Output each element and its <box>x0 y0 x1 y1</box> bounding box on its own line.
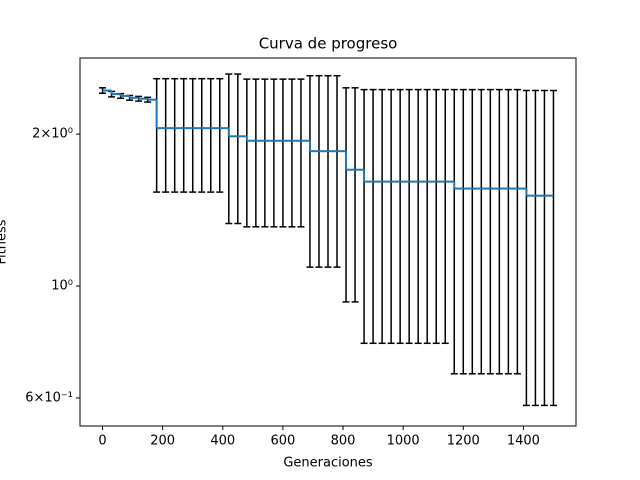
x-tick-label: 200 <box>150 434 175 449</box>
x-tick-label: 1400 <box>507 434 540 449</box>
x-axis-label: Generaciones <box>283 456 373 471</box>
y-tick-label: 6×10⁻¹ <box>25 390 73 405</box>
x-tick-label: 800 <box>331 434 356 449</box>
plot-frame <box>79 57 577 427</box>
y-tick-label: 10⁰ <box>51 279 73 294</box>
x-tick-label: 1200 <box>447 434 480 449</box>
x-tick-label: 400 <box>210 434 235 449</box>
chart-title: Curva de progreso <box>259 35 398 53</box>
y-tick-label: 2×10⁰ <box>32 127 73 142</box>
x-tick-label: 600 <box>270 434 295 449</box>
y-axis-label: Fitness <box>0 219 10 264</box>
x-tick-label: 0 <box>98 434 106 449</box>
x-tick-label: 1000 <box>387 434 420 449</box>
